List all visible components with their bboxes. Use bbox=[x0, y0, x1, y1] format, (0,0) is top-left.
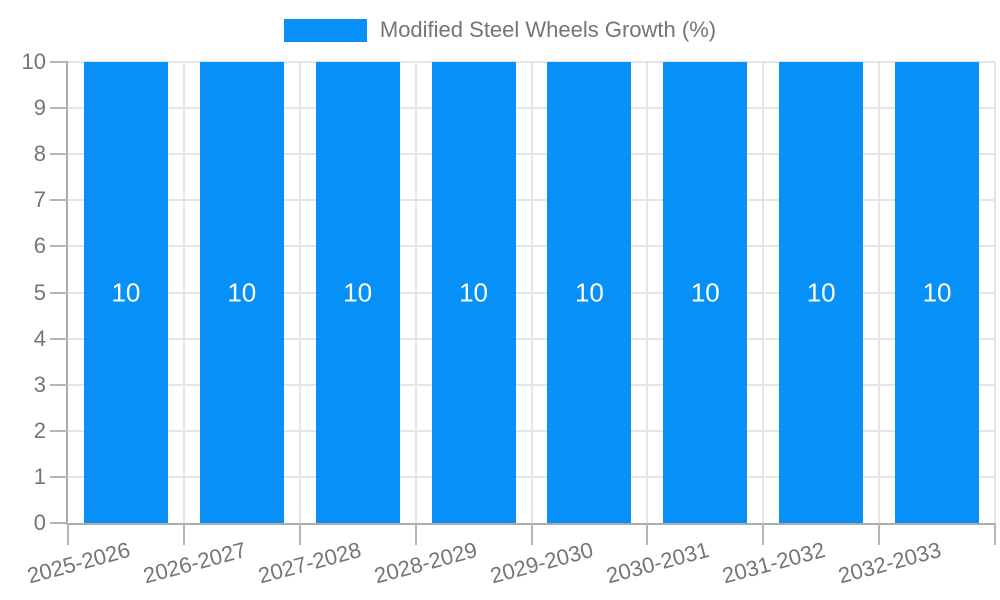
y-axis-tick-label: 5 bbox=[33, 279, 46, 305]
y-axis-tick-label: 7 bbox=[33, 187, 46, 213]
gridline-vertical bbox=[646, 62, 649, 523]
gridline-vertical bbox=[762, 62, 765, 523]
bar: 10 bbox=[83, 62, 168, 523]
bar: 10 bbox=[431, 62, 516, 523]
legend-label: Modified Steel Wheels Growth (%) bbox=[379, 17, 717, 42]
x-axis-tick-label: 2026-2027 bbox=[140, 537, 249, 589]
y-axis-tick-label: 4 bbox=[33, 325, 46, 351]
bar-value-label: 10 bbox=[922, 277, 952, 307]
legend-swatch bbox=[283, 18, 367, 42]
x-axis-tick bbox=[530, 523, 533, 545]
x-axis-tick-label: 2027-2028 bbox=[256, 537, 365, 589]
x-axis-tick-label: 2025-2026 bbox=[24, 537, 133, 589]
y-axis-tick bbox=[50, 291, 68, 294]
x-axis-tick-label: 2029-2030 bbox=[487, 537, 596, 589]
gridline-vertical bbox=[994, 62, 996, 523]
y-axis-tick bbox=[50, 429, 68, 432]
gridline-vertical bbox=[414, 62, 417, 523]
x-axis-tick-label: 2030-2031 bbox=[603, 537, 712, 589]
y-axis-tick-label: 6 bbox=[33, 233, 46, 259]
x-axis-tick bbox=[298, 523, 301, 545]
y-axis-tick-label: 8 bbox=[33, 141, 46, 167]
bar: 10 bbox=[663, 62, 748, 523]
y-axis-tick bbox=[50, 61, 68, 63]
y-axis-tick-label: 3 bbox=[33, 371, 46, 397]
y-axis-tick bbox=[50, 245, 68, 248]
gridline-vertical bbox=[530, 62, 533, 523]
x-axis-tick bbox=[646, 523, 649, 545]
y-axis-tick-label: 1 bbox=[33, 463, 46, 489]
x-axis-tick bbox=[878, 523, 881, 545]
gridline-vertical bbox=[182, 62, 185, 523]
y-axis-tick-label: 0 bbox=[33, 510, 46, 535]
y-axis-tick-label: 9 bbox=[33, 95, 46, 121]
x-axis-tick-label: 2028-2029 bbox=[371, 537, 481, 589]
gridline-vertical bbox=[878, 62, 881, 523]
y-axis-tick bbox=[50, 153, 68, 156]
gridline-vertical bbox=[298, 62, 301, 523]
y-axis-tick bbox=[50, 383, 68, 386]
x-axis-tick bbox=[762, 523, 765, 545]
bar-value-label: 10 bbox=[111, 277, 141, 307]
y-axis-line bbox=[66, 62, 68, 525]
y-axis-tick bbox=[50, 107, 68, 110]
bar: 10 bbox=[547, 62, 632, 523]
x-axis-tick-label: 2032-2033 bbox=[835, 537, 944, 589]
bar: 10 bbox=[315, 62, 400, 523]
y-axis-tick-label: 10 bbox=[21, 49, 46, 74]
x-axis-tick bbox=[414, 523, 417, 545]
bar: 10 bbox=[199, 62, 284, 523]
y-axis-tick bbox=[50, 337, 68, 340]
y-axis-tick bbox=[50, 475, 68, 478]
bar-value-label: 10 bbox=[690, 277, 720, 307]
bar-value-label: 10 bbox=[459, 277, 489, 307]
bar-value-label: 10 bbox=[343, 277, 373, 307]
x-axis-tick bbox=[67, 523, 69, 545]
plot-area: 10 10 10 10 10 10 10 10 bbox=[66, 61, 996, 525]
y-axis-tick-label: 2 bbox=[33, 417, 46, 443]
x-axis-tick bbox=[182, 523, 185, 545]
bar: 10 bbox=[895, 62, 980, 523]
bar-value-label: 10 bbox=[806, 277, 836, 307]
bar: 10 bbox=[779, 62, 864, 523]
x-axis-tick-label: 2031-2032 bbox=[719, 537, 828, 589]
bar-value-label: 10 bbox=[574, 277, 604, 307]
x-axis-tick bbox=[994, 523, 996, 545]
y-axis-tick bbox=[50, 199, 68, 202]
y-axis-tick bbox=[50, 522, 68, 524]
legend-item[interactable]: Modified Steel Wheels Growth (%) bbox=[283, 17, 717, 43]
legend: Modified Steel Wheels Growth (%) bbox=[0, 17, 1000, 43]
bar-value-label: 10 bbox=[227, 277, 257, 307]
